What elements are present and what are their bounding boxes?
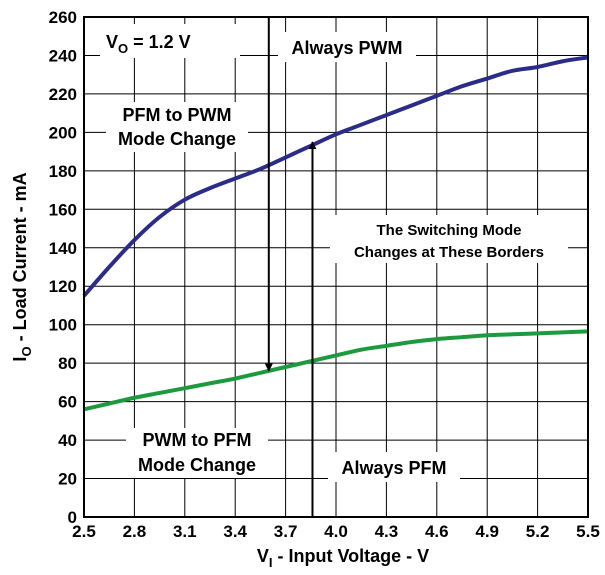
vo-label-sub: O: [118, 41, 128, 56]
vo-label-bg: [100, 24, 240, 58]
always-pfm-bg: [328, 452, 460, 482]
pfm-to-pwm-line1: PFM to PWM: [123, 105, 232, 125]
series-line-1: [83, 329, 589, 412]
always-pfm-label: Always PFM: [341, 458, 446, 478]
x-tick-label: 4.9: [475, 522, 499, 541]
y-tick-label: 100: [49, 316, 77, 335]
x-tick-label: 5.2: [526, 522, 550, 541]
y-tick-label: 20: [58, 470, 77, 489]
y-axis-label-sub: O: [19, 346, 34, 356]
vo-label-main: V: [106, 32, 118, 52]
y-tick-label: 140: [49, 239, 77, 258]
switching-line2: Changes at These Borders: [354, 244, 544, 261]
pwm-to-pfm-line1: PWM to PFM: [143, 430, 252, 450]
pwm-to-pfm-bg: [126, 428, 268, 478]
x-tick-label: 2.5: [72, 522, 96, 541]
y-axis-label-main: I: [10, 357, 30, 362]
x-tick-label: 4.6: [425, 522, 449, 541]
y-tick-label: 60: [58, 393, 77, 412]
x-tick-label: 2.8: [123, 522, 147, 541]
vo-label: VO = 1.2 V: [106, 32, 191, 56]
x-tick-label: 3.4: [223, 522, 247, 541]
switching-bg: [330, 215, 568, 263]
plot-frame: [83, 16, 589, 518]
y-tick-label: 160: [49, 200, 77, 219]
switching-line1: The Switching Mode: [377, 222, 522, 239]
vo-label-rest: = 1.2 V: [128, 32, 191, 52]
x-axis-label-sub: I: [269, 555, 273, 570]
pfm-to-pwm-line2: Mode Change: [118, 129, 236, 149]
x-axis-label-rest: - Input Voltage - V: [272, 546, 429, 566]
arrow-layer: [264, 17, 317, 517]
tick-layer: 2.5 2.8 3.1 3.4 3.7 4.0 4.3 4.6 4.9 5.2 5.5 0 20 40 60…: [49, 8, 600, 541]
x-tick-label: 3.7: [274, 522, 298, 541]
y-tick-label: 80: [58, 354, 77, 373]
y-tick-label: 120: [49, 277, 77, 296]
always-pwm-bg: [278, 32, 416, 62]
y-axis-label-rest: - Load Current - mA: [10, 172, 30, 346]
y-tick-label: 180: [49, 162, 77, 181]
y-tick-label: 260: [49, 8, 77, 27]
x-axis-label: VI - Input Voltage - V: [257, 546, 429, 570]
x-tick-label: 3.1: [173, 522, 197, 541]
y-axis-label: IO - Load Current - mA: [10, 172, 34, 361]
x-tick-label: 4.0: [324, 522, 348, 541]
series-line-0: [82, 55, 589, 298]
y-tick-label: 220: [49, 85, 77, 104]
y-tick-label: 0: [68, 508, 77, 527]
y-tick-label: 200: [49, 123, 77, 142]
pwm-to-pfm-line2: Mode Change: [138, 455, 256, 475]
always-pwm-label: Always PWM: [291, 38, 402, 58]
x-tick-label: 5.5: [576, 522, 600, 541]
x-tick-label: 4.3: [375, 522, 399, 541]
series-layer: [82, 55, 589, 412]
y-tick-label: 240: [49, 46, 77, 65]
y-tick-label: 40: [58, 431, 77, 450]
pfm-to-pwm-bg: [106, 102, 248, 152]
x-axis-label-main: V: [257, 546, 269, 566]
